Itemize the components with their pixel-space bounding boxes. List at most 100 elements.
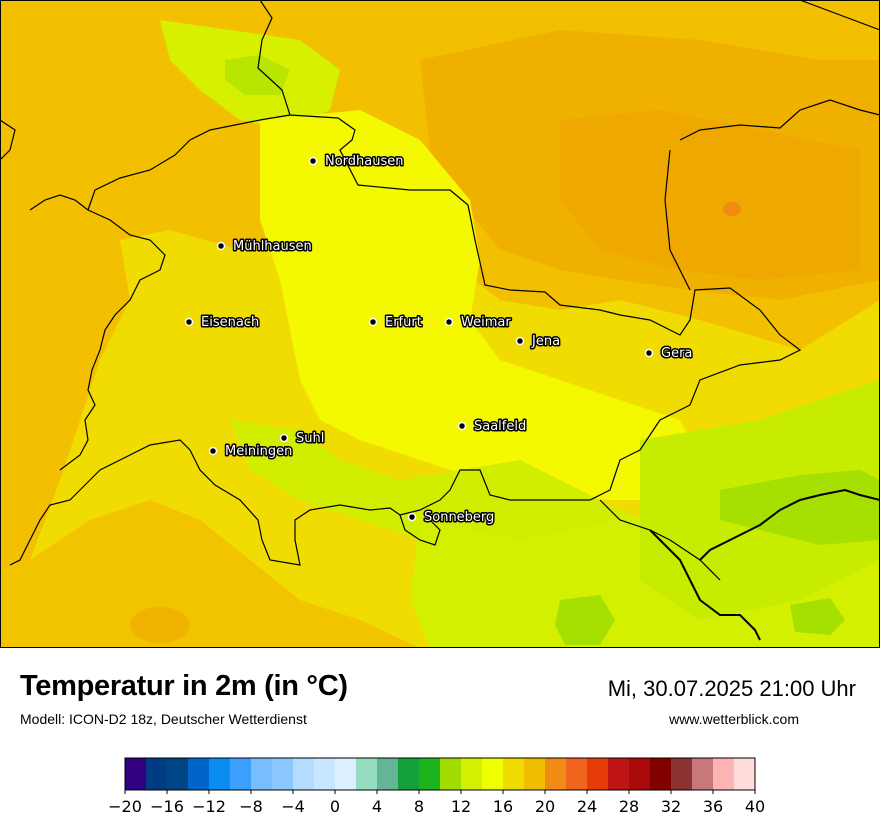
legend-ticks: −20 −16 −12 −8 −4 0 4 8 12 16 20 24 28 32 36 40 bbox=[108, 790, 765, 816]
city-label: Gera bbox=[661, 346, 692, 361]
hot-spot-east bbox=[723, 202, 741, 216]
border-northeast bbox=[799, 0, 880, 31]
legend-swatch bbox=[167, 758, 189, 790]
legend-tick-label: −20 bbox=[108, 797, 142, 816]
city-muehlhausen[interactable]: Mühlhausen bbox=[216, 238, 313, 256]
legend-tick-label: 28 bbox=[619, 797, 639, 816]
city-jena[interactable]: Jena bbox=[515, 333, 562, 351]
warm-zone-east-core bbox=[560, 110, 860, 280]
city-weimar[interactable]: Weimar bbox=[444, 314, 513, 332]
legend-swatch bbox=[293, 758, 315, 790]
city-gera[interactable]: Gera bbox=[644, 345, 694, 363]
border-east-saxony bbox=[679, 99, 880, 141]
legend-swatch bbox=[713, 758, 735, 790]
legend-tick-label: 16 bbox=[493, 797, 513, 816]
legend-swatch bbox=[587, 758, 609, 790]
city-dot bbox=[184, 317, 194, 327]
legend-swatch bbox=[125, 758, 147, 790]
legend-frame bbox=[124, 757, 756, 791]
legend-canvas: −20 −16 −12 −8 −4 0 4 8 12 16 20 24 28 32 36 40 bbox=[108, 757, 765, 816]
legend-tick-label: 36 bbox=[703, 797, 723, 816]
city-dot bbox=[515, 336, 525, 346]
border-east-inner bbox=[664, 149, 691, 291]
map-title: Temperatur in 2m (in °C) bbox=[20, 670, 348, 702]
legend-swatch bbox=[356, 758, 378, 790]
city-meiningen[interactable]: Meiningen bbox=[208, 443, 294, 461]
legend-swatch bbox=[335, 758, 357, 790]
legend-swatch bbox=[251, 758, 273, 790]
cool-zone-erzgebirge bbox=[720, 470, 880, 545]
legend-tick-label: 4 bbox=[372, 797, 382, 816]
city-suhl[interactable]: Suhl bbox=[279, 430, 326, 448]
city-saalfeld[interactable]: Saalfeld bbox=[457, 418, 528, 436]
city-dot bbox=[444, 317, 454, 327]
cool-zone-vogtland-spot bbox=[555, 595, 615, 645]
legend-tick-label: −12 bbox=[192, 797, 226, 816]
model-info: Modell: ICON-D2 18z, Deutscher Wetterdie… bbox=[20, 711, 307, 727]
border-hesse-west bbox=[59, 209, 166, 471]
legend-swatch bbox=[314, 758, 336, 790]
legend-swatch bbox=[650, 758, 672, 790]
city-markers: Nordhausen Mühlhausen Eisenach Erfurt We… bbox=[184, 153, 694, 527]
border-thuringia-north bbox=[9, 0, 802, 566]
legend-swatch bbox=[230, 758, 252, 790]
legend-swatch bbox=[188, 758, 210, 790]
legend-tick-label: 32 bbox=[661, 797, 681, 816]
city-erfurt[interactable]: Erfurt bbox=[368, 314, 423, 332]
legend-swatch bbox=[461, 758, 483, 790]
legend-swatch bbox=[503, 758, 525, 790]
legend-swatch bbox=[440, 758, 462, 790]
warm-zone-west bbox=[0, 210, 130, 570]
legend-swatch bbox=[398, 758, 420, 790]
city-dot bbox=[457, 421, 467, 431]
legend-tick-label: −4 bbox=[281, 797, 305, 816]
city-label: Suhl bbox=[296, 431, 324, 446]
city-label: Meiningen bbox=[225, 444, 292, 459]
cool-zone-southeast-spot bbox=[790, 598, 845, 635]
city-dot bbox=[407, 512, 417, 522]
city-dot bbox=[308, 156, 318, 166]
cool-zone-north-hill bbox=[225, 55, 290, 95]
city-dot bbox=[368, 317, 378, 327]
legend-swatches bbox=[125, 758, 756, 790]
legend-swatch bbox=[377, 758, 399, 790]
city-sonneberg[interactable]: Sonneberg bbox=[407, 509, 496, 527]
city-label: Weimar bbox=[461, 315, 511, 330]
border-czech-republic bbox=[649, 488, 880, 641]
legend-swatch bbox=[629, 758, 651, 790]
city-label: Sonneberg bbox=[424, 510, 494, 525]
warm-zone-southwest bbox=[0, 500, 420, 648]
forecast-datetime: Mi, 30.07.2025 21:00 Uhr bbox=[607, 676, 856, 701]
legend-swatch bbox=[608, 758, 630, 790]
border-sonneberg bbox=[399, 514, 441, 546]
legend-swatch bbox=[524, 758, 546, 790]
legend-swatch bbox=[482, 758, 504, 790]
city-dot bbox=[208, 446, 218, 456]
legend-tick-label: 24 bbox=[577, 797, 597, 816]
legend-swatch bbox=[419, 758, 441, 790]
city-label: Mühlhausen bbox=[233, 239, 312, 254]
city-dot bbox=[216, 241, 226, 251]
legend-tick-label: 20 bbox=[535, 797, 555, 816]
legend-swatch bbox=[671, 758, 693, 790]
legend-tick-label: 40 bbox=[745, 797, 765, 816]
temperature-map[interactable]: Nordhausen Mühlhausen Eisenach Erfurt We… bbox=[0, 0, 880, 648]
website-link[interactable]: www.wetterblick.com bbox=[669, 711, 799, 727]
warm-spot-south bbox=[130, 607, 190, 643]
city-eisenach[interactable]: Eisenach bbox=[184, 314, 261, 332]
legend-swatch bbox=[545, 758, 567, 790]
city-nordhausen[interactable]: Nordhausen bbox=[308, 153, 405, 171]
legend-swatch bbox=[146, 758, 168, 790]
legend-swatch bbox=[566, 758, 588, 790]
legend-tick-label: −16 bbox=[150, 797, 184, 816]
legend-swatch bbox=[734, 758, 756, 790]
cool-zone-central-bright bbox=[260, 110, 700, 500]
border-northwest-hesse bbox=[0, 119, 89, 211]
city-label: Erfurt bbox=[385, 315, 422, 330]
legend-tick-label: 8 bbox=[414, 797, 424, 816]
legend-tick-label: −8 bbox=[239, 797, 263, 816]
city-label: Nordhausen bbox=[325, 154, 404, 169]
legend-swatch bbox=[209, 758, 231, 790]
city-label: Eisenach bbox=[201, 315, 259, 330]
map-canvas: Nordhausen Mühlhausen Eisenach Erfurt We… bbox=[0, 0, 880, 648]
